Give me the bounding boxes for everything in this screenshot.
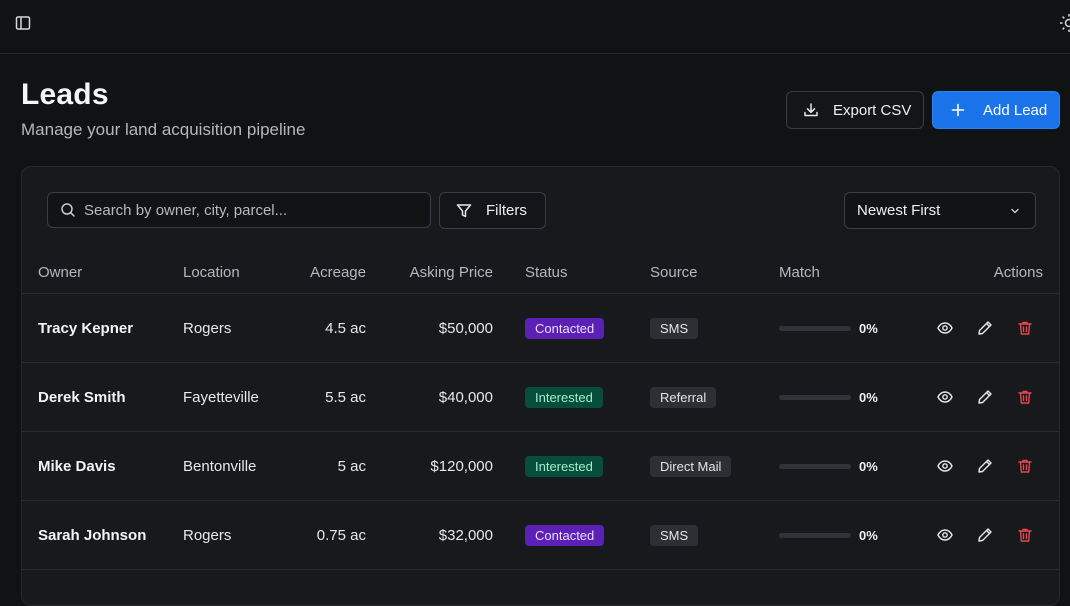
status-badge: Contacted <box>525 318 604 339</box>
eye-icon[interactable] <box>936 457 954 475</box>
trash-icon[interactable] <box>1016 388 1034 406</box>
match-progress-bar <box>779 533 851 538</box>
leads-card: Filters Newest First Owner Location Acre… <box>21 166 1060 606</box>
pencil-icon[interactable] <box>976 319 994 337</box>
match-percent: 0% <box>859 459 878 474</box>
top-bar <box>0 0 1070 54</box>
trash-icon[interactable] <box>1016 457 1034 475</box>
table-row[interactable]: Mike Davis Bentonville 5 ac $120,000 Int… <box>22 432 1059 501</box>
export-csv-button[interactable]: Export CSV <box>786 91 924 129</box>
add-lead-label: Add Lead <box>983 102 1047 119</box>
price-cell: $120,000 <box>430 458 493 475</box>
source-badge: Direct Mail <box>650 456 731 477</box>
column-header-status[interactable]: Status <box>525 264 568 281</box>
table-row[interactable]: Tracy Kepner Rogers 4.5 ac $50,000 Conta… <box>22 294 1059 363</box>
filters-button[interactable]: Filters <box>439 192 546 229</box>
pencil-icon[interactable] <box>976 388 994 406</box>
match-progress-bar <box>779 326 851 331</box>
eye-icon[interactable] <box>936 319 954 337</box>
acreage-cell: 0.75 ac <box>317 527 366 544</box>
status-badge: Interested <box>525 387 603 408</box>
column-header-acreage[interactable]: Acreage <box>310 264 366 281</box>
search-input[interactable] <box>84 202 404 219</box>
match-percent: 0% <box>859 390 878 405</box>
trash-icon[interactable] <box>1016 319 1034 337</box>
download-icon <box>803 102 819 118</box>
acreage-cell: 5.5 ac <box>325 389 366 406</box>
filters-label: Filters <box>486 202 527 219</box>
status-badge: Interested <box>525 456 603 477</box>
price-cell: $32,000 <box>439 527 493 544</box>
match-progress-bar <box>779 395 851 400</box>
column-header-location[interactable]: Location <box>183 264 240 281</box>
match-progress-bar <box>779 464 851 469</box>
location-cell: Rogers <box>183 527 231 544</box>
column-header-source[interactable]: Source <box>650 264 698 281</box>
owner-cell: Sarah Johnson <box>38 527 146 544</box>
column-header-match[interactable]: Match <box>779 264 820 281</box>
table-header: Owner Location Acreage Asking Price Stat… <box>22 249 1059 294</box>
pencil-icon[interactable] <box>976 526 994 544</box>
price-cell: $40,000 <box>439 389 493 406</box>
source-badge: Referral <box>650 387 716 408</box>
location-cell: Bentonville <box>183 458 256 475</box>
acreage-cell: 5 ac <box>338 458 366 475</box>
match-percent: 0% <box>859 528 878 543</box>
eye-icon[interactable] <box>936 526 954 544</box>
owner-cell: Tracy Kepner <box>38 320 133 337</box>
source-badge: SMS <box>650 525 698 546</box>
page-title: Leads <box>21 78 109 112</box>
sun-icon[interactable] <box>1058 12 1070 34</box>
sort-select[interactable]: Newest First <box>844 192 1036 229</box>
status-badge: Contacted <box>525 525 604 546</box>
trash-icon[interactable] <box>1016 526 1034 544</box>
export-csv-label: Export CSV <box>833 102 911 119</box>
pencil-icon[interactable] <box>976 457 994 475</box>
table-row[interactable]: Derek Smith Fayetteville 5.5 ac $40,000 … <box>22 363 1059 432</box>
column-header-actions: Actions <box>994 264 1043 281</box>
eye-icon[interactable] <box>936 388 954 406</box>
owner-cell: Derek Smith <box>38 389 126 406</box>
plus-icon <box>951 103 965 117</box>
location-cell: Rogers <box>183 320 231 337</box>
add-lead-button[interactable]: Add Lead <box>932 91 1060 129</box>
table-row[interactable]: Sarah Johnson Rogers 0.75 ac $32,000 Con… <box>22 501 1059 570</box>
price-cell: $50,000 <box>439 320 493 337</box>
filter-icon <box>456 203 472 219</box>
search-icon <box>60 202 76 218</box>
location-cell: Fayetteville <box>183 389 259 406</box>
search-box[interactable] <box>47 192 431 228</box>
page-subtitle: Manage your land acquisition pipeline <box>21 120 305 140</box>
owner-cell: Mike Davis <box>38 458 116 475</box>
sort-value: Newest First <box>857 202 940 219</box>
sidebar-toggle-icon[interactable] <box>13 13 33 33</box>
column-header-owner[interactable]: Owner <box>38 264 82 281</box>
acreage-cell: 4.5 ac <box>325 320 366 337</box>
source-badge: SMS <box>650 318 698 339</box>
column-header-asking-price[interactable]: Asking Price <box>410 264 493 281</box>
match-percent: 0% <box>859 321 878 336</box>
chevron-down-icon <box>1009 205 1021 217</box>
